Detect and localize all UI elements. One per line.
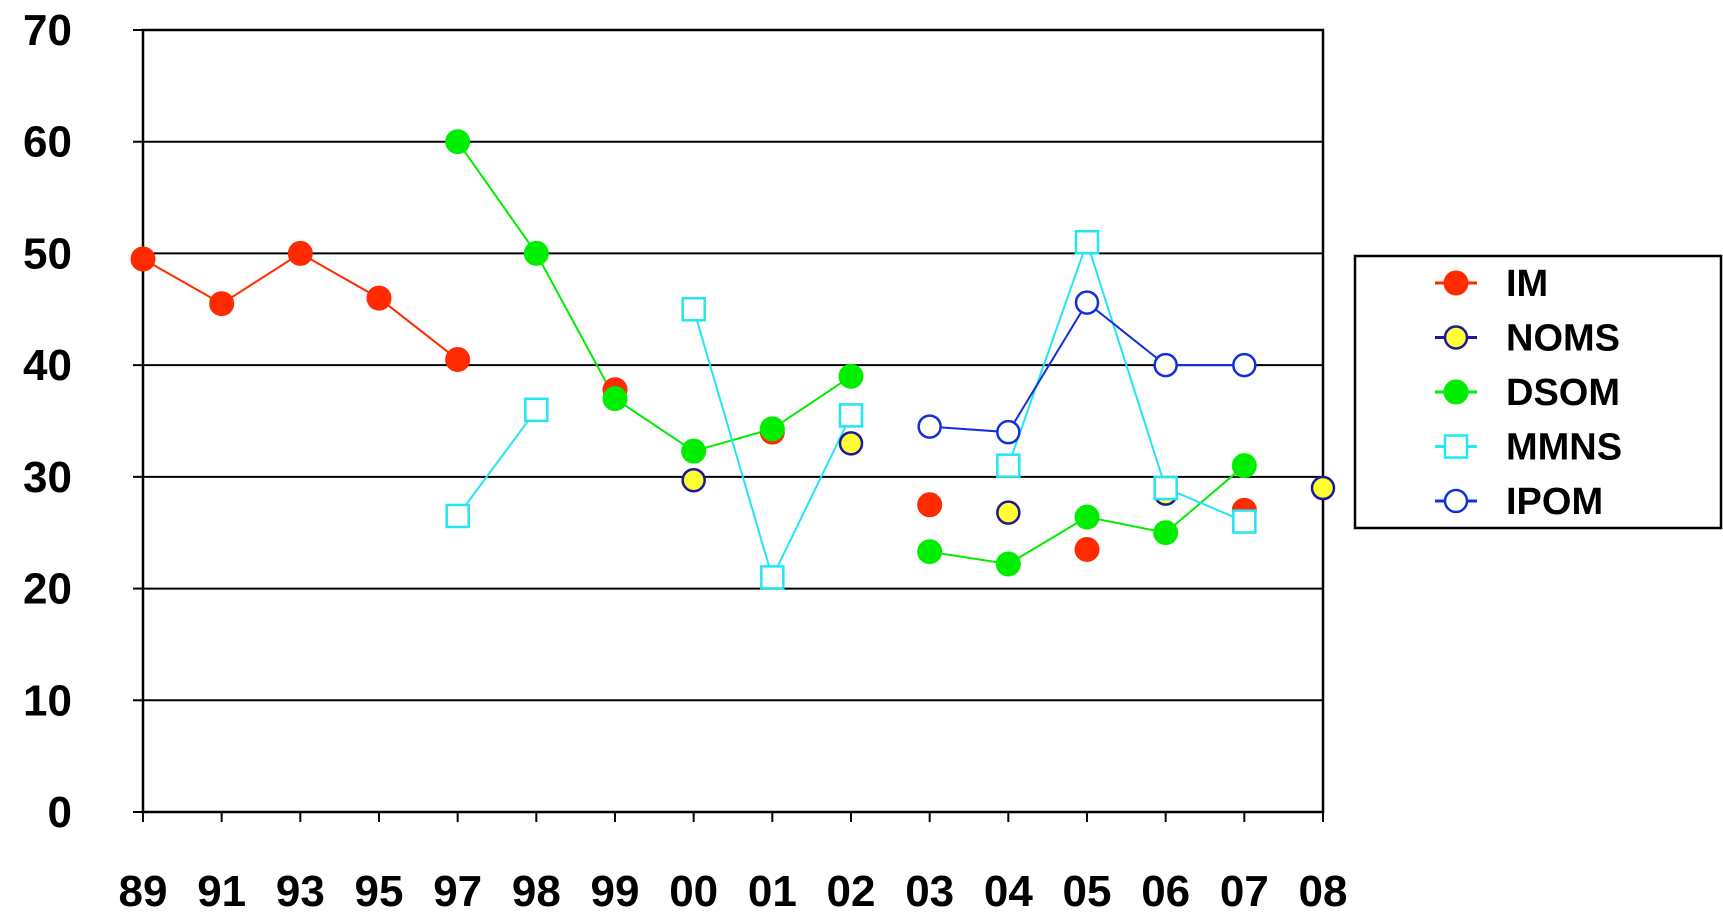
- axes: 0 10 20 30 40 50 60 70 89 91 93 95 97 98 99 00 01 02 03 04 0…: [23, 6, 1347, 912]
- dsom-point-01: [759, 416, 785, 442]
- legend-marker-im: [1443, 270, 1469, 296]
- x-tick-label-05: 05: [1063, 867, 1112, 912]
- x-tick-label-91: 91: [197, 867, 246, 912]
- x-tick-label-98: 98: [512, 867, 561, 912]
- dsom-point-04: [995, 551, 1021, 577]
- x-tick-label-04: 04: [984, 867, 1033, 912]
- y-tick-label-10: 10: [23, 676, 72, 725]
- dsom-point-97: [445, 129, 471, 155]
- im-point-93: [287, 240, 313, 266]
- legend-label-mmns: MMNS: [1506, 427, 1622, 469]
- noms-point-04: [996, 500, 1021, 525]
- x-tick-label-06: 06: [1141, 867, 1190, 912]
- mmns-point-05: [1074, 230, 1100, 255]
- mmns-line-2: [1007, 239, 1245, 523]
- legend-label-ipom: IPOM: [1506, 481, 1603, 523]
- y-tick-label-20: 20: [23, 565, 72, 614]
- noms-point-00: [681, 467, 706, 493]
- im-point-91: [209, 291, 235, 317]
- legend-label-noms: NOMS: [1506, 318, 1620, 360]
- ipom-point-07: [1232, 352, 1257, 378]
- x-tick-label-93: 93: [276, 867, 325, 912]
- mmns-point-02: [838, 403, 864, 428]
- x-tick-label-99: 99: [591, 867, 640, 912]
- legend-label-im: IM: [1506, 263, 1548, 305]
- ipom-point-03: [917, 414, 942, 439]
- y-tick-label-70: 70: [23, 6, 72, 55]
- ipom-point-04: [996, 419, 1021, 445]
- gridlines: [143, 140, 1323, 702]
- legend-marker-ipom: [1443, 488, 1469, 514]
- y-tick-label-30: 30: [23, 453, 72, 502]
- im-point-89: [130, 246, 156, 272]
- x-tick-label-08: 08: [1299, 867, 1348, 912]
- dsom-line-0: [456, 141, 852, 453]
- im-point-95: [366, 285, 392, 311]
- dsom-point-07: [1231, 453, 1257, 479]
- dsom-point-05: [1074, 504, 1100, 530]
- x-tick-label-07: 07: [1220, 867, 1269, 912]
- plot-border: [141, 28, 1325, 814]
- im-point-03: [917, 492, 943, 518]
- dsom-point-02: [838, 363, 864, 389]
- mmns-point-07: [1232, 509, 1257, 534]
- y-tick-label-0: 0: [48, 788, 72, 837]
- noms-point-08: [1310, 475, 1336, 501]
- mmns-line-0: [456, 409, 538, 517]
- x-tick-label-89: 89: [119, 867, 168, 912]
- legend: IM NOMS DSOM MMNS IPOM: [1353, 254, 1723, 530]
- dsom-point-00: [681, 438, 707, 464]
- legend-marker-dsom: [1443, 379, 1469, 405]
- legend-marker-noms: [1443, 325, 1469, 350]
- x-tick-label-03: 03: [905, 867, 954, 912]
- ipom-point-05: [1074, 290, 1100, 315]
- im-line-0: [142, 252, 459, 361]
- ipom-point-06: [1153, 352, 1178, 378]
- dsom-point-98: [523, 240, 549, 266]
- mmns-point-06: [1153, 475, 1178, 501]
- mmns-point-98: [524, 397, 549, 423]
- legend-box: [1353, 254, 1723, 530]
- noms-point-02: [838, 431, 864, 456]
- x-tick-label-01: 01: [748, 867, 797, 912]
- legend-marker-mmns: [1443, 434, 1469, 459]
- mmns-point-00: [681, 297, 706, 322]
- x-tick-label-02: 02: [827, 867, 876, 912]
- dsom-point-99: [602, 386, 628, 412]
- series-markers: [130, 129, 1336, 590]
- im-point-05: [1074, 536, 1100, 562]
- dsom-point-06: [1153, 520, 1179, 546]
- mmns-point-01: [760, 565, 785, 590]
- x-tick-label-97: 97: [433, 867, 482, 912]
- y-tick-label-60: 60: [23, 118, 72, 167]
- mmns-point-04: [996, 453, 1021, 478]
- y-tick-label-50: 50: [23, 229, 72, 278]
- im-point-97: [445, 347, 471, 373]
- y-tick-label-40: 40: [23, 341, 72, 390]
- dsom-point-03: [917, 539, 943, 565]
- ipom-line-0: [929, 301, 1245, 434]
- mmns-point-97: [445, 503, 470, 529]
- x-tick-label-95: 95: [355, 867, 404, 912]
- legend-label-dsom: DSOM: [1506, 372, 1620, 414]
- x-tick-label-00: 00: [669, 867, 718, 912]
